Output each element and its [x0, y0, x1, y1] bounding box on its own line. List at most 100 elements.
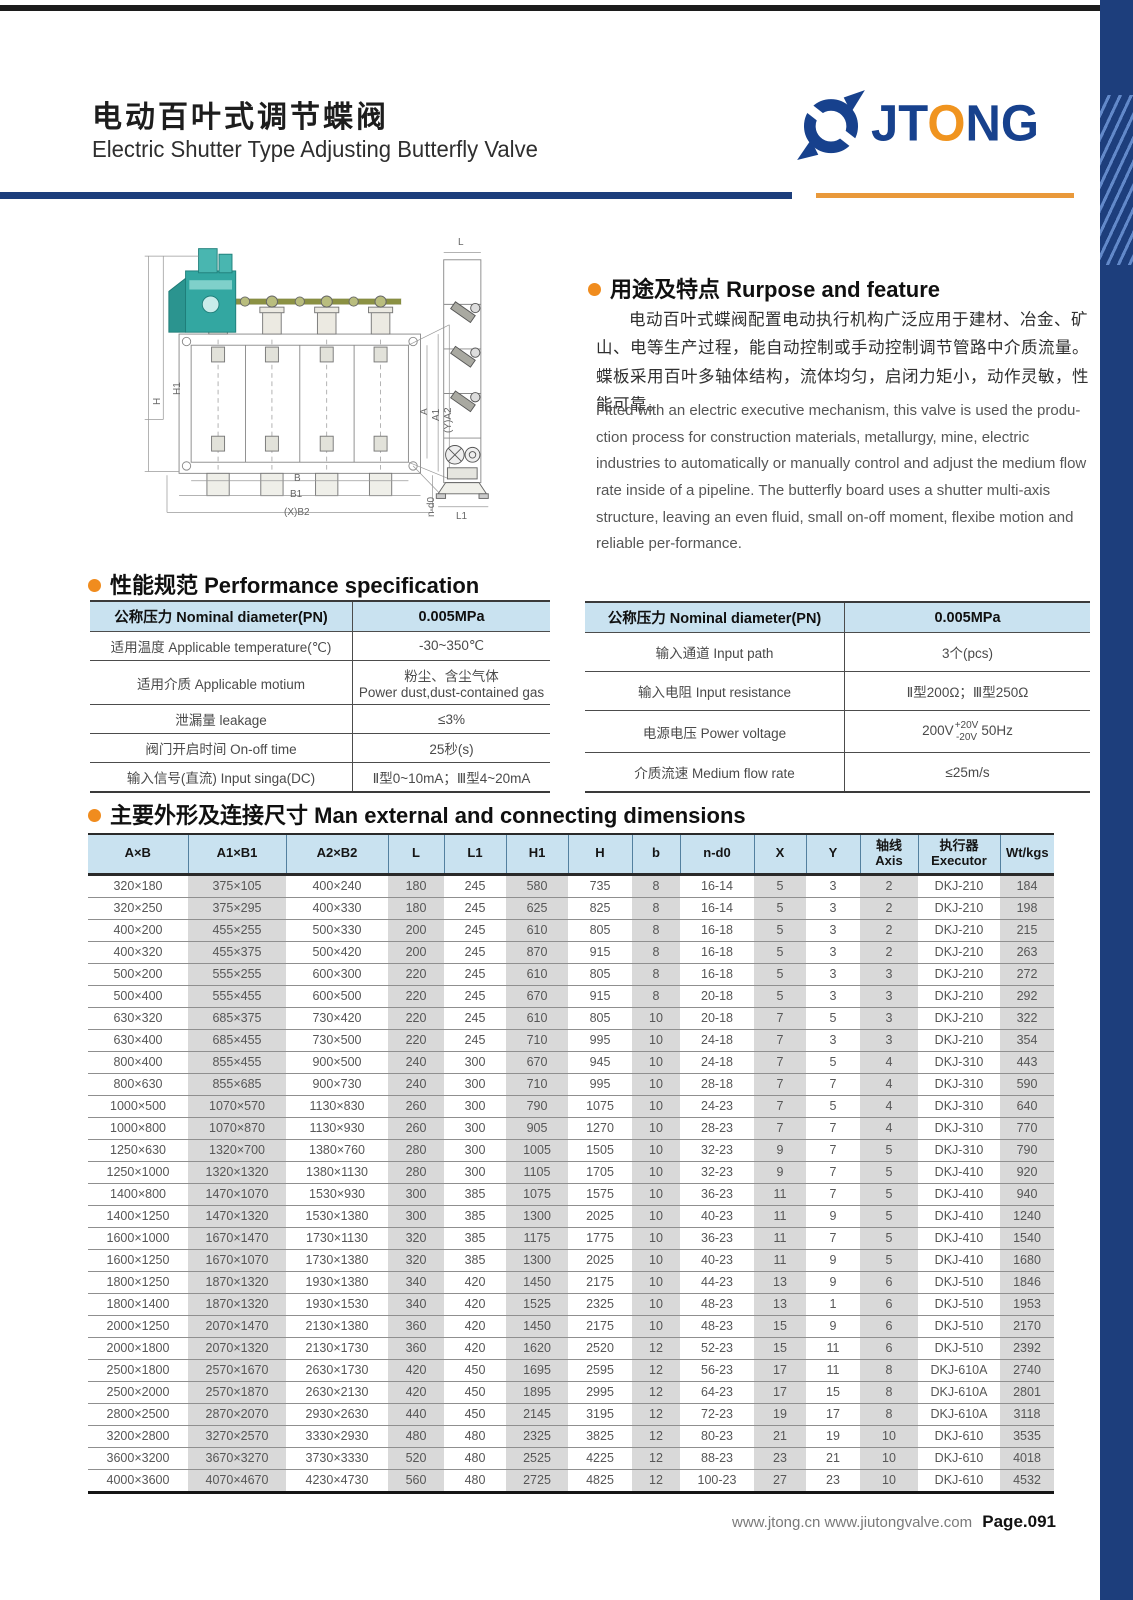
- dims-cell: 1470×1320: [188, 1205, 286, 1228]
- dims-cell: 2130×1380: [286, 1315, 388, 1338]
- dims-cell: 4825: [568, 1469, 632, 1493]
- perf-cell: 泄漏量 leakage: [90, 704, 353, 734]
- dims-cell: 1470×1070: [188, 1183, 286, 1206]
- dims-cell: 360: [388, 1315, 444, 1338]
- perf-cell: 输入通道 Input path: [585, 632, 845, 672]
- dims-cell: 2025: [568, 1249, 632, 1272]
- dims-cell: 8: [632, 941, 680, 964]
- dims-cell: 4: [860, 1073, 918, 1096]
- dims-cell: 180: [388, 897, 444, 920]
- dims-cell: 3: [860, 963, 918, 986]
- dims-cell: 1450: [506, 1315, 568, 1338]
- dims-cell: 322: [1000, 1007, 1054, 1030]
- dims-cell: 420: [444, 1315, 506, 1338]
- dims-cell: 245: [444, 963, 506, 986]
- dims-cell: 2525: [506, 1447, 568, 1470]
- dims-cell: 2570×1670: [188, 1359, 286, 1382]
- dims-cell: 245: [444, 874, 506, 898]
- dims-cell: 730×420: [286, 1007, 388, 1030]
- dims-cell: 555×455: [188, 985, 286, 1008]
- dims-cell: 420: [444, 1337, 506, 1360]
- dims-cell: DKJ-610A: [918, 1403, 1000, 1426]
- dims-cell: 2500×1800: [88, 1359, 188, 1382]
- dims-cell: 7: [806, 1227, 860, 1250]
- dims-cell: 1540: [1000, 1227, 1054, 1250]
- dims-cell: 2145: [506, 1403, 568, 1426]
- dims-header-cell: 执行器 Executor: [917, 834, 1000, 876]
- dims-cell: 5: [806, 1095, 860, 1118]
- dims-cell: 5: [754, 874, 806, 898]
- dims-cell: 48-23: [680, 1315, 754, 1338]
- dims-row: 800×630 855×685 900×730 240 300 710 995 10 28-18…: [88, 1073, 1054, 1096]
- dims-cell: 800×630: [88, 1073, 188, 1096]
- dims-header-cell: A×B: [88, 834, 188, 876]
- dims-cell: 13: [754, 1293, 806, 1316]
- dims-cell: 5: [754, 963, 806, 986]
- dims-cell: 590: [1000, 1073, 1054, 1096]
- dims-cell: 625: [506, 897, 568, 920]
- dims-cell: 600×500: [286, 985, 388, 1008]
- dims-cell: 10: [632, 1051, 680, 1074]
- dims-cell: 1600×1250: [88, 1249, 188, 1272]
- dim-label-xb2: (X)B2: [284, 507, 310, 518]
- dims-cell: 10: [632, 1183, 680, 1206]
- dims-cell: 10: [860, 1425, 918, 1448]
- dims-cell: 1175: [506, 1227, 568, 1250]
- dims-cell: 5: [754, 897, 806, 920]
- dims-row: 1400×800 1470×1070 1530×930 300 385 1075 1575 1…: [88, 1183, 1054, 1206]
- dims-cell: 3: [806, 919, 860, 942]
- dims-cell: 52-23: [680, 1337, 754, 1360]
- dims-cell: 2870×2070: [188, 1403, 286, 1426]
- dims-row: 1800×1400 1870×1320 1930×1530 340 420 1525 232…: [88, 1293, 1054, 1316]
- dims-cell: 28-23: [680, 1117, 754, 1140]
- dims-cell: 2630×1730: [286, 1359, 388, 1382]
- dims-cell: 1250×1000: [88, 1161, 188, 1184]
- dims-cell: 220: [388, 1007, 444, 1030]
- dims-cell: 455×255: [188, 919, 286, 942]
- dims-cell: 1870×1320: [188, 1293, 286, 1316]
- dim-label-l1: L1: [456, 511, 468, 522]
- dims-cell: DKJ-310: [918, 1051, 1000, 1074]
- orange-bullet-icon: [88, 579, 101, 592]
- dims-cell: 56-23: [680, 1359, 754, 1382]
- perf-row: 输入信号(直流) Input singa(DC) Ⅱ型0~10mA；Ⅲ型4~20m…: [90, 762, 550, 793]
- dims-cell: 1320×700: [188, 1139, 286, 1162]
- dims-cell: 17: [754, 1359, 806, 1382]
- dims-header-cell: 轴线 Axis: [859, 834, 918, 876]
- dims-row: 2800×2500 2870×2070 2930×2630 440 450 2145 319…: [88, 1403, 1054, 1426]
- dims-cell: 385: [444, 1205, 506, 1228]
- dims-cell: 17: [754, 1381, 806, 1404]
- dim-label-l: L: [458, 237, 464, 248]
- dims-cell: 4018: [1000, 1447, 1054, 1470]
- dims-cell: 300: [444, 1139, 506, 1162]
- dims-cell: 9: [806, 1271, 860, 1294]
- dims-cell: 3: [806, 963, 860, 986]
- dims-cell: 3118: [1000, 1403, 1054, 1426]
- dims-cell: 20-18: [680, 1007, 754, 1030]
- dims-cell: 5: [860, 1227, 918, 1250]
- dims-cell: 240: [388, 1051, 444, 1074]
- dims-cell: 3: [860, 985, 918, 1008]
- dims-cell: 1400×800: [88, 1183, 188, 1206]
- dims-cell: DKJ-510: [918, 1337, 1000, 1360]
- dims-cell: 300: [444, 1117, 506, 1140]
- dims-cell: 11: [806, 1359, 860, 1382]
- dims-cell: 40-23: [680, 1205, 754, 1228]
- dims-cell: 20-18: [680, 985, 754, 1008]
- dims-cell: 455×375: [188, 941, 286, 964]
- dims-cell: 5: [754, 919, 806, 942]
- dims-cell: 1450: [506, 1271, 568, 1294]
- dims-cell: 3195: [568, 1403, 632, 1426]
- dims-cell: DKJ-310: [918, 1117, 1000, 1140]
- dims-cell: 260: [388, 1095, 444, 1118]
- dims-cell: 5: [806, 1051, 860, 1074]
- dims-cell: 21: [754, 1425, 806, 1448]
- dims-cell: 5: [860, 1183, 918, 1206]
- dims-cell: 8: [860, 1403, 918, 1426]
- dims-cell: 7: [754, 1029, 806, 1052]
- dims-cell: 15: [754, 1337, 806, 1360]
- perf-cell: 电源电压 Power voltage: [585, 710, 845, 753]
- perf-row: 输入通道 Input path 3个(pcs): [585, 632, 1090, 672]
- dims-cell: 790: [1000, 1139, 1054, 1162]
- dims-cell: 184: [1000, 874, 1054, 898]
